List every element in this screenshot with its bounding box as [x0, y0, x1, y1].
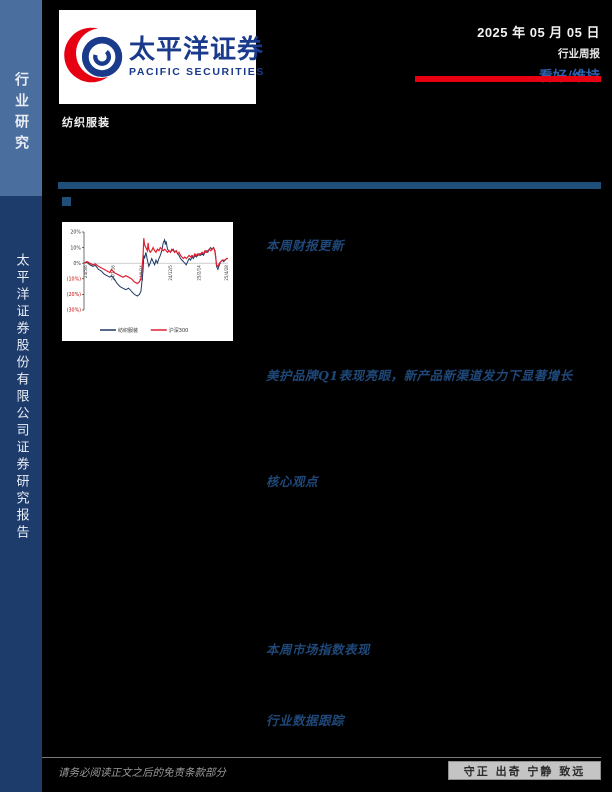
sidebar-company-label: 太平洋证券股份有限公司证券研究报告	[13, 253, 29, 542]
sidebar: 行业研究 太平洋证券股份有限公司证券研究报告	[0, 0, 42, 792]
svg-text:纺织服装: 纺织服装	[118, 327, 138, 334]
heading-beauty-brands: 美护品牌Q1表现亮眼，新产品新渠道发力下显著增长	[266, 368, 573, 383]
svg-text:0%: 0%	[73, 261, 81, 267]
svg-text:沪深300: 沪深300	[169, 327, 189, 334]
logo-name-en: PACIFIC SECURITIES	[129, 65, 265, 78]
report-type: 行业周报	[558, 48, 600, 60]
logo-name-cn: 太平洋证券	[129, 34, 265, 65]
svg-text:(10%): (10%)	[67, 277, 82, 283]
industry-label: 纺织服装	[62, 117, 110, 129]
svg-text:25/2/14: 25/2/14	[197, 265, 202, 281]
svg-text:24/5/6: 24/5/6	[83, 265, 88, 278]
sidebar-category-label: 行业研究	[13, 72, 29, 156]
svg-text:(20%): (20%)	[67, 292, 82, 298]
footer-disclaimer: 请务必阅读正文之后的免责条款部分	[58, 767, 226, 779]
section-divider-bar	[58, 182, 601, 189]
price-chart-svg: 20%10%0%(10%)(20%)(30%)24/5/6 24/7/16 24/9…	[67, 230, 229, 334]
heading-earnings-update: 本周财报更新	[266, 238, 345, 253]
company-logo: 太平洋证券 PACIFIC SECURITIES	[59, 10, 263, 104]
sector-performance-chart: 20% 10% 0% (10%) (20%) (30%) 24/5/6 24/7/16 24/9…	[62, 222, 233, 341]
footer-motto-badge: 守正 出奇 宁静 致远	[448, 761, 601, 780]
report-date: 2025 年 05 月 05 日	[477, 25, 600, 40]
sidebar-bottom-band: 太平洋证券股份有限公司证券研究报告	[0, 196, 42, 792]
svg-text:25/4/28: 25/4/28	[224, 265, 229, 281]
svg-text:24/7/16: 24/7/16	[110, 265, 115, 281]
svg-text:(30%): (30%)	[67, 308, 82, 314]
heading-industry-data: 行业数据跟踪	[266, 713, 345, 728]
svg-text:24/12/5: 24/12/5	[168, 265, 173, 281]
footer-divider	[42, 757, 601, 758]
heading-core-views: 核心观点	[266, 474, 319, 489]
svg-text:20%: 20%	[70, 230, 81, 236]
logo-text: 太平洋证券 PACIFIC SECURITIES	[129, 34, 265, 78]
svg-text:10%: 10%	[70, 245, 81, 251]
sidebar-top-band: 行业研究	[0, 0, 42, 196]
pacific-securities-logo-icon	[63, 16, 126, 99]
header-red-rule	[415, 76, 601, 82]
heading-market-index: 本周市场指数表现	[266, 642, 371, 657]
bullet-square-icon	[62, 197, 71, 206]
